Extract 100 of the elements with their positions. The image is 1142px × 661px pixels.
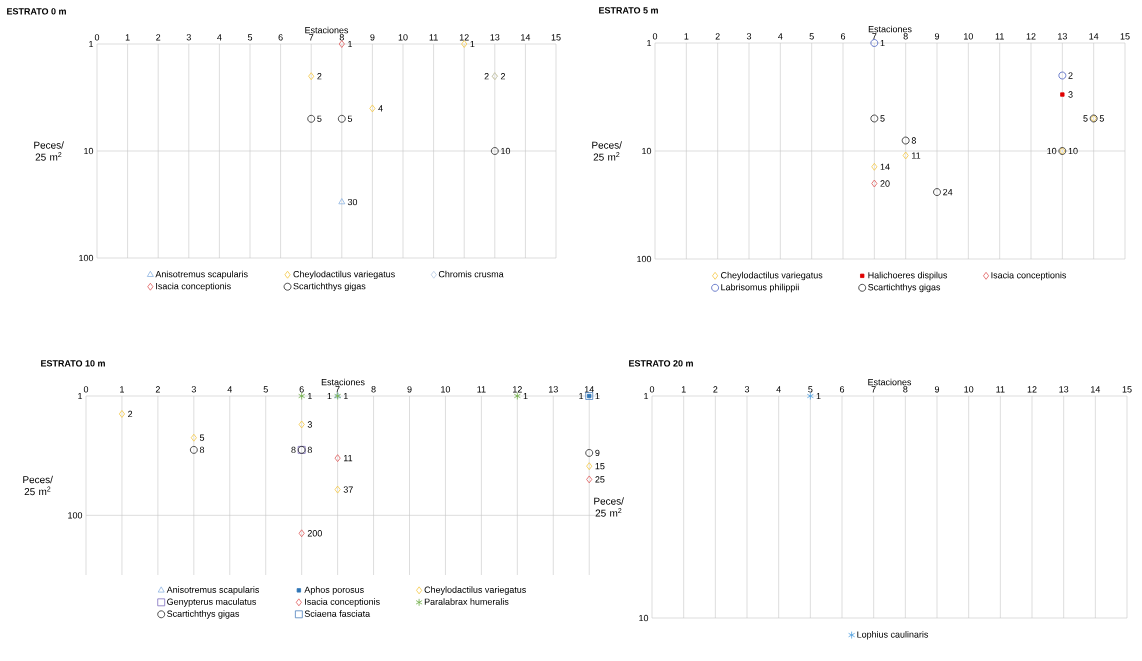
x-tick-label: 12 <box>1026 33 1036 40</box>
x-tick-label: 2 <box>715 33 720 40</box>
x-tick-label: 1 <box>120 386 124 393</box>
data-label: 1 <box>348 40 353 48</box>
legend-label: Isacia conceptionis <box>991 271 1067 281</box>
y-tick-label: 10 <box>642 147 652 155</box>
point <box>189 446 198 454</box>
point <box>190 433 197 442</box>
y-tick-label: 1 <box>89 40 94 48</box>
point <box>1058 71 1067 80</box>
point <box>933 188 941 196</box>
data-label: 3 <box>307 421 312 428</box>
x-tick-label: 15 <box>1120 33 1130 40</box>
x-tick-label: 15 <box>1122 386 1132 393</box>
legend-label: Cheylodactilus variegatus <box>721 271 823 281</box>
data-label: 8 <box>199 446 205 454</box>
x-tick-label: 10 <box>964 386 974 393</box>
data-label: 9 <box>595 449 600 457</box>
data-label: 5 <box>880 115 885 122</box>
y-tick-label: 100 <box>68 512 83 519</box>
point <box>369 104 376 113</box>
data-label: 4 <box>378 105 383 112</box>
data-label: 30 <box>347 198 358 206</box>
data-label: 5 <box>317 115 322 122</box>
x-tick-label: 5 <box>808 386 813 393</box>
x-tick-label: 8 <box>371 386 376 393</box>
x-tick-label: 13 <box>490 34 500 41</box>
data-label: 14 <box>880 163 890 170</box>
legend-label: Scartichthys gigas <box>167 610 240 619</box>
x-tick-label: 14 <box>1091 386 1101 393</box>
point <box>298 392 306 400</box>
point <box>1060 92 1065 97</box>
data-label: 5 <box>1083 115 1088 122</box>
legend-label: Anisotremus scapularis <box>155 270 248 280</box>
data-label: 10 <box>501 147 511 155</box>
x-axis-title: Estaciones <box>321 378 365 386</box>
data-label: 20 <box>880 180 890 187</box>
point <box>338 40 345 48</box>
point <box>871 179 878 188</box>
x-tick-label: 4 <box>227 386 232 393</box>
x-tick-label: 11 <box>477 386 486 393</box>
y-axis-title: Peces/ 25 m$^{2}$ <box>592 141 622 161</box>
chart-title: ESTRATO 0 m <box>7 8 66 15</box>
data-label: 200 <box>307 530 322 537</box>
data-label: 5 <box>347 115 353 122</box>
data-label: 2 <box>317 73 322 80</box>
legend-label: Labrisomus philippii <box>721 283 799 293</box>
data-label: 8 <box>307 446 312 454</box>
point <box>307 114 316 123</box>
x-tick-label: 4 <box>778 33 783 40</box>
y-tick-label: 1 <box>647 39 652 47</box>
data-label: 1 <box>579 392 584 400</box>
chart-title: ESTRATO 5 m <box>599 7 658 14</box>
data-label: 10 <box>1047 147 1057 155</box>
x-tick-label: 14 <box>521 34 531 41</box>
data-label: 8 <box>911 137 916 144</box>
x-tick-label: 5 <box>263 386 268 393</box>
y-axis-title: Peces/ 25 m$^{2}$ <box>594 497 624 517</box>
x-tick-label: 10 <box>964 33 973 40</box>
point <box>902 151 909 160</box>
point <box>901 136 910 145</box>
data-label: 1 <box>343 392 348 400</box>
y-axis-title: Peces/ 25 m$^{2}$ <box>23 475 53 496</box>
x-tick-label: 11 <box>429 34 438 41</box>
x-tick-label: 1 <box>681 386 686 393</box>
data-label: 1 <box>880 39 885 47</box>
x-tick-label: 2 <box>713 386 718 393</box>
data-label: 1 <box>470 40 475 48</box>
data-label: 11 <box>912 152 921 159</box>
data-label: 37 <box>343 486 353 493</box>
x-tick-label: 15 <box>551 34 561 41</box>
data-label: 3 <box>1068 91 1073 98</box>
x-axis-title: Estaciones <box>868 378 912 386</box>
point <box>870 39 879 47</box>
point <box>586 475 593 484</box>
data-label: 5 <box>1099 115 1104 122</box>
x-tick-label: 1 <box>125 34 130 41</box>
x-tick-label: 3 <box>186 34 191 41</box>
point <box>118 410 125 418</box>
x-tick-label: 1 <box>684 33 689 40</box>
legend-label: Genypterus maculatus <box>167 598 257 607</box>
x-tick-label: 5 <box>247 34 253 41</box>
data-label: 10 <box>1068 147 1078 155</box>
x-tick-label: 13 <box>1058 33 1067 40</box>
x-tick-label: 3 <box>744 386 750 393</box>
x-tick-label: 2 <box>156 34 161 41</box>
legend-label: Anisotremus scapularis <box>166 586 260 595</box>
x-tick-label: 11 <box>995 33 1004 40</box>
x-tick-label: 9 <box>407 386 412 393</box>
x-tick-label: 11 <box>996 386 1005 393</box>
legend-label: Lophius caulinaris <box>857 631 929 640</box>
x-tick-label: 12 <box>1027 386 1037 393</box>
legend-label: Aphos porosus <box>304 586 364 595</box>
x-tick-label: 4 <box>776 386 781 393</box>
point <box>337 114 346 123</box>
y-tick-label: 10 <box>84 147 94 155</box>
data-label: 1 <box>595 392 600 400</box>
x-tick-label: 13 <box>1059 386 1069 393</box>
legend-label: Sciaena fasciata <box>304 610 371 617</box>
y-tick-label: 100 <box>637 255 652 263</box>
